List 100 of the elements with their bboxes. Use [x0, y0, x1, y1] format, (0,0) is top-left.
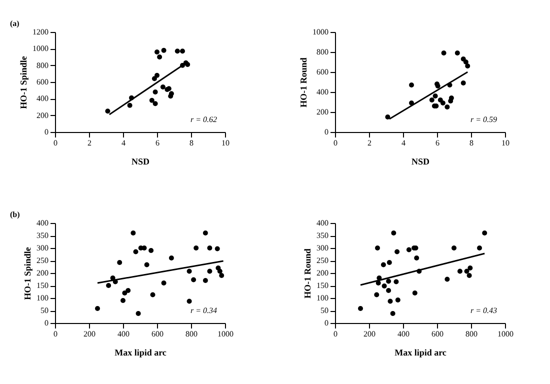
y-tick-label: 200: [316, 268, 328, 278]
x-tick-label: 2: [368, 138, 372, 148]
y-tick-label: 50: [320, 306, 328, 315]
y-tick-label: 50: [40, 306, 48, 315]
point: [202, 230, 208, 236]
chart-title: (a): [10, 19, 20, 28]
point: [394, 249, 400, 254]
y-tick-label: 400: [316, 88, 328, 96]
point: [191, 277, 196, 282]
point: [126, 288, 131, 293]
point: [152, 90, 158, 94]
x-tick-label: 0: [54, 330, 58, 338]
x-tick-label: 2: [88, 138, 92, 148]
x-tick-label: 600: [152, 330, 164, 338]
point: [174, 48, 180, 54]
annotation: r = 0.62: [190, 115, 217, 124]
point: [460, 80, 466, 86]
point: [152, 101, 158, 106]
y-tick-label: 250: [316, 256, 328, 265]
point: [465, 64, 470, 68]
point: [448, 96, 454, 100]
y-tick-label: 300: [36, 244, 48, 252]
point: [133, 249, 138, 254]
x-tick-label: 400: [118, 330, 130, 338]
point: [463, 60, 468, 64]
y-tick-label: 100: [316, 294, 328, 302]
point: [127, 102, 132, 108]
y-tick-label: 800: [316, 48, 328, 56]
y-axis-title: HO-1 Spindle: [18, 56, 28, 109]
point: [406, 247, 412, 252]
point: [207, 246, 212, 250]
point: [394, 279, 399, 284]
x-tick-label: 400: [398, 330, 410, 338]
point: [429, 98, 434, 102]
x-tick-label: 10: [502, 138, 510, 148]
point: [152, 76, 157, 82]
point: [95, 306, 100, 311]
point: [385, 114, 390, 120]
x-tick-label: 10: [222, 138, 230, 148]
point: [186, 298, 192, 304]
point: [130, 230, 136, 236]
point: [457, 268, 462, 274]
point: [409, 100, 414, 106]
x-tick-label: 8: [190, 138, 194, 148]
x-tick-label: 1000: [218, 330, 234, 338]
point: [186, 268, 192, 274]
point: [391, 230, 396, 236]
point: [214, 246, 220, 252]
point: [395, 298, 400, 302]
x-tick-label: 800: [186, 330, 198, 338]
point: [380, 262, 386, 268]
x-tick-label: 0: [334, 330, 338, 338]
point: [106, 283, 112, 288]
point: [150, 292, 156, 298]
point: [207, 268, 212, 274]
point: [477, 246, 482, 250]
annotation: r = 0.43: [470, 306, 497, 315]
x-tick-label: 200: [364, 330, 376, 338]
point: [374, 292, 380, 298]
point: [390, 311, 396, 316]
point: [117, 260, 122, 265]
point: [154, 72, 160, 78]
point: [409, 82, 414, 88]
point: [441, 50, 446, 56]
y-tick-label: 150: [316, 281, 328, 290]
x-tick-label: 1000: [498, 330, 514, 338]
y-tick-label: 1200: [32, 28, 48, 36]
point: [482, 230, 488, 236]
point: [160, 84, 166, 90]
point: [375, 246, 380, 250]
annotation: r = 0.34: [190, 306, 217, 315]
chart-title: (b): [10, 210, 20, 219]
x-tick-label: 200: [84, 330, 96, 338]
point: [386, 288, 392, 293]
point: [468, 266, 473, 270]
x-tick-label: 800: [466, 330, 478, 338]
point: [136, 311, 141, 316]
y-tick-label: 200: [316, 108, 328, 116]
point: [454, 50, 460, 56]
y-tick-label: 0: [44, 318, 48, 328]
y-tick-label: 1000: [32, 44, 48, 54]
point: [358, 306, 363, 311]
y-axis-title: HO-1 Round: [298, 58, 308, 108]
y-tick-label: 1000: [312, 28, 328, 36]
point: [386, 260, 392, 265]
x-axis-title: NSD: [411, 156, 430, 166]
x-tick-label: 8: [470, 138, 474, 148]
point: [168, 256, 174, 260]
y-tick-label: 200: [36, 110, 48, 120]
x-axis-title: Max lipid arc: [114, 348, 166, 358]
y-tick-label: 400: [36, 218, 48, 228]
point: [157, 54, 162, 60]
point: [161, 280, 166, 286]
y-tick-label: 200: [36, 268, 48, 278]
point: [386, 278, 392, 284]
x-tick-label: 6: [436, 138, 440, 148]
y-tick-label: 150: [36, 281, 48, 290]
point: [194, 246, 199, 250]
point: [144, 262, 150, 268]
point: [148, 248, 154, 253]
